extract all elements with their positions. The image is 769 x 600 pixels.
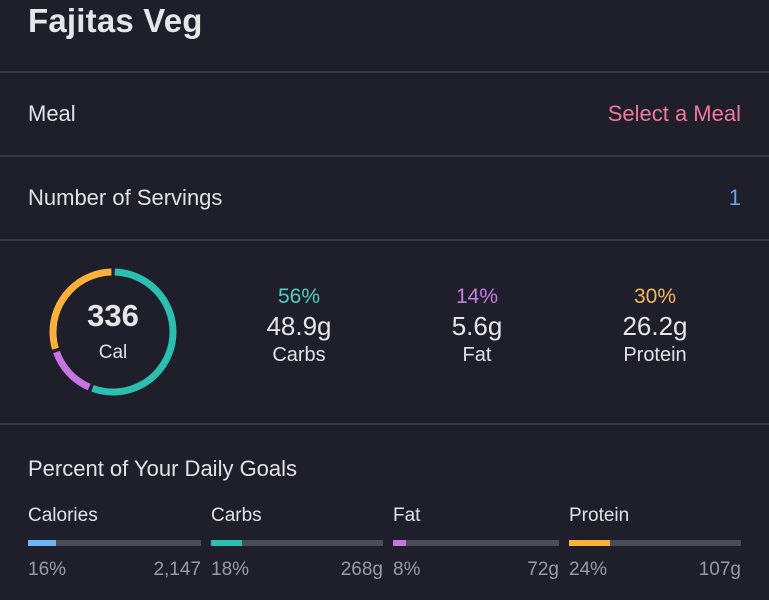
servings-value[interactable]: 1 bbox=[728, 185, 741, 210]
goal-calories: Calories 16% 2,147 bbox=[28, 504, 201, 580]
goal-progress-bar bbox=[393, 540, 559, 546]
goal-label: Protein bbox=[569, 505, 630, 526]
goal-progress-bar bbox=[211, 540, 383, 546]
macro-grams: 5.6g bbox=[451, 311, 503, 341]
goal-total: 268g bbox=[340, 559, 383, 580]
goal-progress-fill bbox=[569, 540, 611, 546]
divider bbox=[0, 423, 769, 425]
goal-progress-fill bbox=[393, 540, 407, 546]
goal-percent: 8% bbox=[393, 559, 421, 580]
goal-fat: Fat 8% 72g bbox=[393, 504, 559, 580]
goal-percent: 24% bbox=[569, 559, 608, 580]
goal-percent: 18% bbox=[211, 559, 250, 580]
goal-progress-fill bbox=[211, 540, 242, 546]
calories-unit: Cal bbox=[98, 342, 128, 363]
macro-percent: 14% bbox=[455, 285, 499, 308]
select-meal-button[interactable]: Select a Meal bbox=[607, 101, 741, 126]
calorie-ring: 336 Cal bbox=[46, 265, 180, 399]
ring-segment-protein bbox=[49, 268, 177, 396]
goal-label: Carbs bbox=[211, 505, 262, 526]
macro-ring-chart bbox=[49, 268, 177, 396]
goal-progress-fill bbox=[28, 540, 56, 546]
macro-name: Protein bbox=[623, 344, 687, 366]
macro-fat: 14% 5.6g Fat bbox=[397, 284, 557, 368]
goal-total: 72g bbox=[527, 559, 559, 580]
macro-protein: 30% 26.2g Protein bbox=[575, 284, 735, 368]
macro-name: Carbs bbox=[272, 344, 326, 366]
macro-grams: 48.9g bbox=[266, 311, 332, 341]
ring-segment-carbs bbox=[49, 268, 177, 396]
goal-label: Calories bbox=[28, 505, 98, 526]
goal-protein: Protein 24% 107g bbox=[569, 504, 741, 580]
macro-percent: 30% bbox=[633, 285, 677, 308]
servings-label: Number of Servings bbox=[28, 185, 223, 210]
macro-grams: 26.2g bbox=[622, 311, 688, 341]
goal-total: 107g bbox=[698, 559, 741, 580]
goal-carbs: Carbs 18% 268g bbox=[211, 504, 383, 580]
divider bbox=[0, 239, 769, 241]
macro-name: Fat bbox=[462, 344, 492, 366]
meal-label: Meal bbox=[28, 101, 76, 126]
goal-total: 2,147 bbox=[153, 559, 201, 580]
macro-percent: 56% bbox=[277, 285, 321, 308]
daily-goals-title: Percent of Your Daily Goals bbox=[28, 456, 298, 481]
goal-label: Fat bbox=[393, 505, 421, 526]
calories-value: 336 bbox=[87, 298, 139, 333]
divider bbox=[0, 155, 769, 157]
goal-progress-bar bbox=[28, 540, 201, 546]
goal-percent: 16% bbox=[28, 559, 67, 580]
page-title: Fajitas Veg bbox=[28, 2, 203, 39]
macro-carbs: 56% 48.9g Carbs bbox=[219, 284, 379, 368]
divider bbox=[0, 71, 769, 73]
goal-progress-bar bbox=[569, 540, 741, 546]
